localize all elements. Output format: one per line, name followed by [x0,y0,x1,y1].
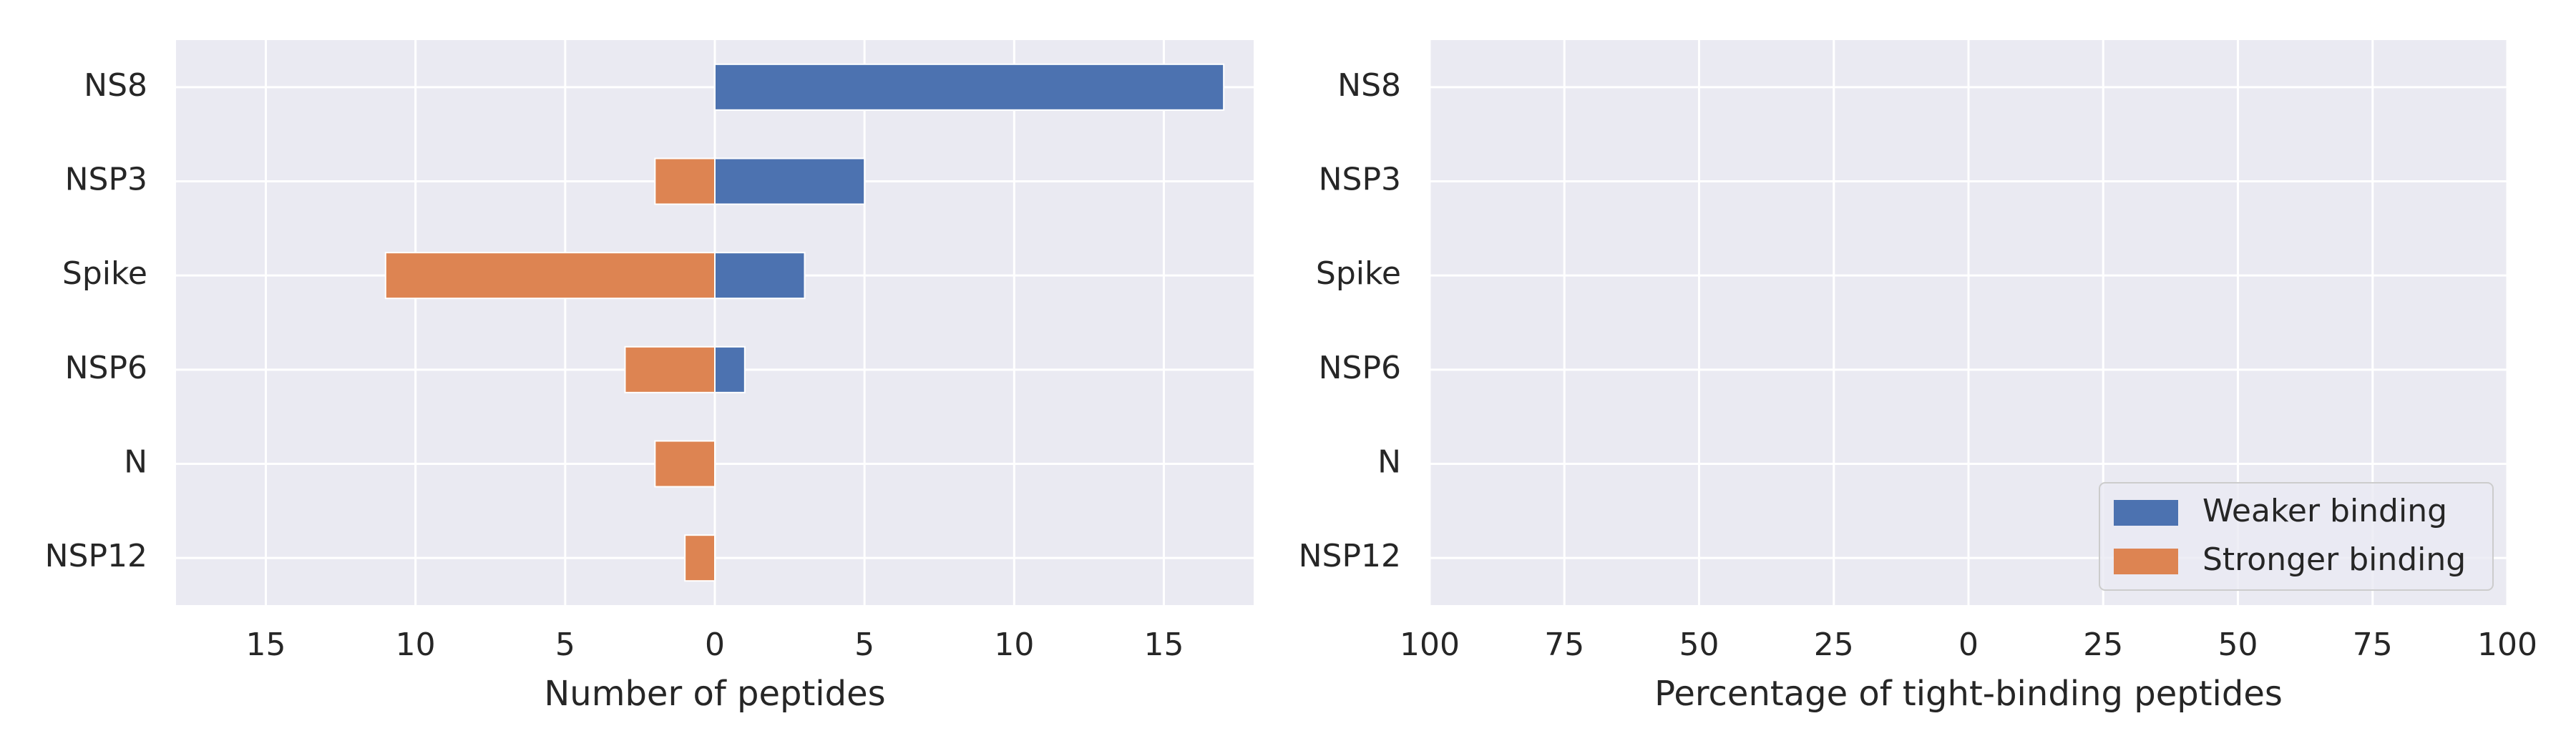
bar-weaker-nsp3 [714,157,866,205]
x-tick-label: 100 [1400,627,1460,663]
x-axis-title: Number of peptides [544,674,885,714]
x-axis-title: Percentage of tight-binding peptides [1654,674,2283,714]
y-tick-label: NS8 [84,67,147,104]
bar-weaker-ns8 [714,63,1225,111]
x-tick-label: 100 [2477,627,2537,663]
legend-label: Stronger binding [2202,541,2466,578]
y-tick-label: NSP6 [1319,350,1401,386]
legend-swatch [2114,549,2178,574]
bar-stronger-spike [384,252,716,300]
bar-stronger-nsp6 [624,345,716,393]
x-tick-label: 15 [1144,627,1184,663]
legend-frame [2099,482,2494,591]
y-tick-label: NSP3 [65,162,147,198]
y-tick-label: Spike [62,255,147,292]
y-tick-label: N [124,444,147,481]
bar-weaker-spike [714,252,806,300]
x-tick-label: 50 [1679,627,1719,663]
x-tick-label: 50 [2218,627,2258,663]
x-tick-label: 15 [246,627,286,663]
bar-stronger-nsp3 [654,157,716,205]
y-tick-label: Spike [1316,255,1401,292]
x-tick-label: 25 [2083,627,2123,663]
x-tick-label: 0 [1958,627,1979,663]
x-tick-label: 75 [2353,627,2393,663]
y-tick-label: NSP12 [45,538,147,574]
legend-label: Weaker binding [2202,493,2447,529]
x-tick-label: 75 [1544,627,1584,663]
legend: Weaker binding Stronger binding [2099,482,2494,591]
y-tick-label: NSP3 [1319,162,1401,198]
y-tick-label: NS8 [1337,67,1401,104]
x-tick-label: 5 [854,627,874,663]
y-tick-label: NSP12 [1299,538,1401,574]
x-tick-label: 10 [994,627,1034,663]
x-tick-label: 0 [705,627,725,663]
bar-weaker-nsp6 [714,345,746,393]
x-tick-label: 10 [396,627,436,663]
x-tick-label: 5 [555,627,575,663]
x-tick-label: 25 [1814,627,1854,663]
panel-2: NS8 NSP3 Spike NSP6 N NSP12 100 75 50 25 0 25 50 75 10… [1299,40,2537,714]
legend-swatch [2114,500,2178,526]
panel-1: NS8 NSP3 Spike NSP6 N NSP12 15 10 5 0 5 10 15 Number … [45,40,1254,714]
bar-stronger-n [654,440,716,488]
bar-stronger-nsp12 [684,534,716,582]
y-tick-label: N [1377,444,1401,481]
y-tick-label: NSP6 [65,350,147,386]
